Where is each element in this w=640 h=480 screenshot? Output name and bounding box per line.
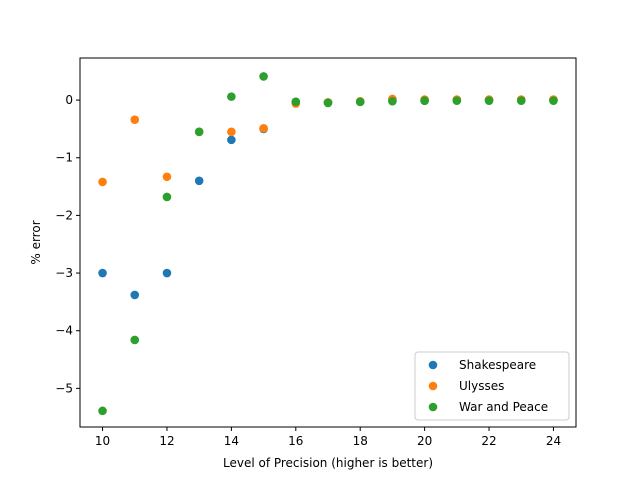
y-axis-ticks: −5 −4 −3 −2 −1 0 bbox=[55, 93, 80, 395]
point-war-and-peace-19 bbox=[388, 96, 397, 106]
x-axis-ticks: 10 12 14 16 18 20 22 24 bbox=[95, 427, 561, 448]
point-war-and-peace-21 bbox=[452, 96, 462, 105]
point-war-and-peace-15 bbox=[259, 72, 268, 81]
point-war-and-peace-18 bbox=[355, 97, 365, 107]
point-ulysses-12 bbox=[162, 172, 172, 182]
point-war-and-peace-20 bbox=[420, 96, 429, 105]
point-war-and-peace-12 bbox=[162, 192, 172, 202]
x-axis-label: Level of Precision (higher is better) bbox=[223, 456, 433, 470]
point-war-and-peace-14 bbox=[227, 92, 236, 101]
series-war-and-peace bbox=[98, 72, 558, 416]
x-tick-label-24: 24 bbox=[546, 434, 561, 448]
point-ulysses-14 bbox=[227, 127, 236, 137]
point-ulysses-15 bbox=[259, 124, 268, 133]
x-tick-label-10: 10 bbox=[95, 434, 110, 448]
x-tick-label-18: 18 bbox=[353, 434, 368, 448]
y-tick-label--2: −2 bbox=[55, 208, 73, 222]
point-war-and-peace-10 bbox=[98, 406, 107, 416]
y-tick-label--3: −3 bbox=[55, 266, 73, 280]
y-tick-label--4: −4 bbox=[55, 324, 73, 338]
legend-box bbox=[414, 351, 570, 421]
point-shakespeare-13 bbox=[194, 176, 204, 186]
x-tick-label-16: 16 bbox=[288, 434, 303, 448]
plot-frame bbox=[79, 57, 577, 428]
x-tick-label-12: 12 bbox=[159, 434, 174, 448]
point-war-and-peace-24 bbox=[549, 96, 558, 105]
y-tick-label--5: −5 bbox=[55, 381, 73, 395]
legend-label-shakespeare: Shakespeare bbox=[459, 358, 536, 372]
x-tick-label-14: 14 bbox=[224, 434, 239, 448]
x-tick-label-22: 22 bbox=[481, 434, 496, 448]
point-war-and-peace-23 bbox=[516, 96, 526, 105]
y-axis-label: % error bbox=[29, 220, 43, 264]
legend: Shakespeare Ulysses War and Peace bbox=[414, 351, 570, 421]
point-war-and-peace-17 bbox=[323, 98, 333, 108]
legend-marker-war-and-peace bbox=[428, 402, 438, 412]
legend-marker-shakespeare bbox=[428, 360, 438, 370]
x-tick-label-20: 20 bbox=[417, 434, 432, 448]
point-war-and-peace-13 bbox=[194, 127, 204, 137]
legend-label-ulysses: Ulysses bbox=[459, 379, 504, 393]
point-war-and-peace-16 bbox=[291, 97, 301, 107]
legend-label-war-and-peace: War and Peace bbox=[459, 400, 548, 414]
point-shakespeare-10 bbox=[98, 268, 107, 278]
y-tick-label-0: 0 bbox=[65, 93, 73, 107]
point-shakespeare-12 bbox=[162, 268, 172, 278]
point-ulysses-10 bbox=[98, 177, 107, 187]
y-tick-label--1: −1 bbox=[55, 151, 73, 165]
data-points bbox=[98, 72, 558, 416]
point-ulysses-11 bbox=[130, 115, 140, 124]
point-war-and-peace-11 bbox=[130, 335, 140, 345]
point-shakespeare-11 bbox=[130, 290, 140, 300]
point-war-and-peace-22 bbox=[484, 96, 494, 105]
point-shakespeare-14 bbox=[227, 135, 236, 145]
legend-marker-ulysses bbox=[428, 381, 438, 391]
